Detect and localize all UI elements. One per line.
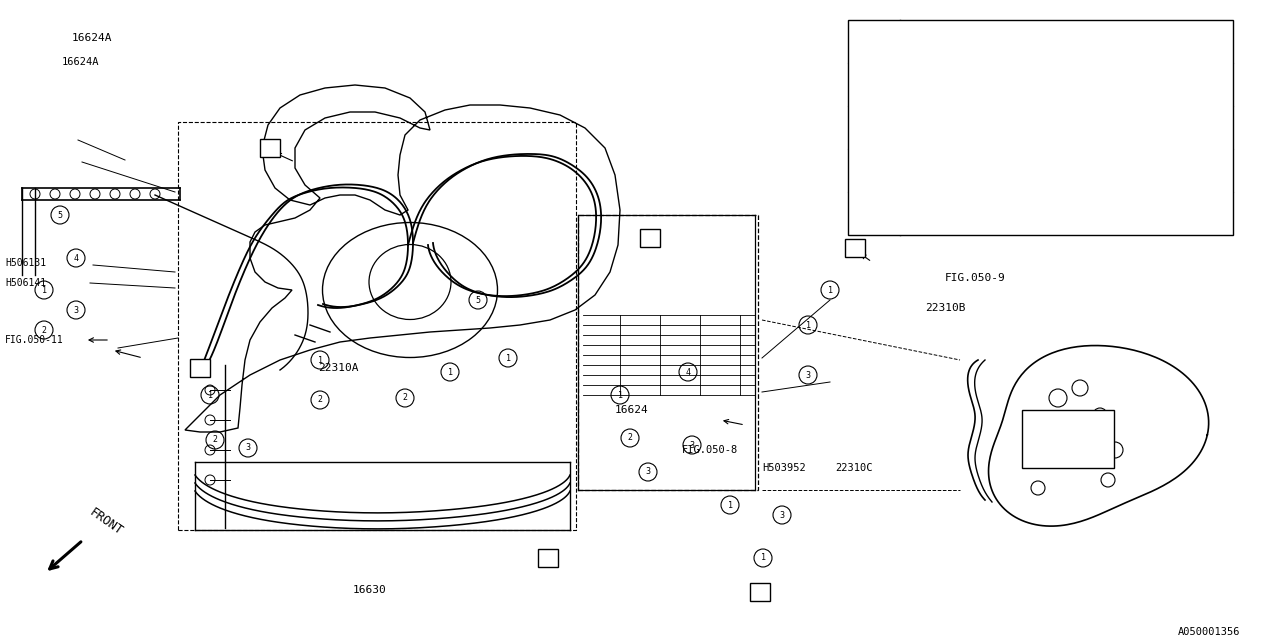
Text: 1: 1 [870,36,877,47]
Text: 16624: 16624 [614,405,649,415]
Bar [579,215,758,490]
Text: 2: 2 [41,326,46,335]
Text: 1: 1 [827,285,832,294]
Text: 5: 5 [58,211,63,220]
Text: H506131: H506131 [5,258,46,268]
Text: F91305: F91305 [913,35,957,48]
Bar [1021,410,1114,468]
Text: 1: 1 [506,353,511,362]
Text: A: A [544,553,552,563]
Text: 2: 2 [627,433,632,442]
Text: 22310A: 22310A [317,363,358,373]
Text: 22310C: 22310C [835,463,873,473]
Text: H506141: H506141 [5,278,46,288]
Bar [849,20,1233,235]
Text: 1: 1 [727,500,732,509]
Text: 1: 1 [317,355,323,365]
Text: 3: 3 [690,440,695,449]
Text: 3: 3 [805,371,810,380]
Text: 1: 1 [617,390,622,399]
FancyBboxPatch shape [750,583,771,601]
Text: FIG.050-9: FIG.050-9 [945,273,1006,283]
Text: 2: 2 [870,79,877,90]
Text: 5: 5 [475,296,480,305]
Text: A: A [851,243,859,253]
Text: 0951BG110(3): 0951BG110(3) [913,121,1002,134]
FancyBboxPatch shape [538,549,558,567]
Text: 2: 2 [212,435,218,445]
Text: 1: 1 [448,367,453,376]
Text: H503952: H503952 [762,463,805,473]
Text: FIG.050-11: FIG.050-11 [5,335,64,345]
Text: FIG.050-8: FIG.050-8 [682,445,739,455]
FancyBboxPatch shape [845,239,865,257]
Text: 2: 2 [402,394,407,403]
Text: C: C [646,233,653,243]
Text: 3: 3 [246,444,251,452]
Text: 1: 1 [805,321,810,330]
Text: 42037C: 42037C [913,164,957,177]
Text: 1: 1 [760,554,765,563]
Text: 4: 4 [73,253,78,262]
Text: 4: 4 [686,367,690,376]
Text: 3: 3 [73,305,78,314]
Text: 2: 2 [317,396,323,404]
Text: H70713: H70713 [913,207,957,220]
Text: 3: 3 [780,511,785,520]
Text: A050001356: A050001356 [1178,627,1240,637]
Text: A50635: A50635 [913,78,957,91]
Text: 1: 1 [41,285,46,294]
Text: 4: 4 [870,166,877,175]
Text: B: B [266,143,274,153]
Text: 5: 5 [870,209,877,218]
Text: B: B [197,363,204,373]
FancyBboxPatch shape [260,139,280,157]
Text: 3: 3 [870,122,877,132]
Text: 16624A: 16624A [61,57,100,67]
Text: 16630: 16630 [353,585,387,595]
FancyBboxPatch shape [640,229,660,247]
Text: 1: 1 [207,390,212,399]
Bar [178,122,576,530]
FancyBboxPatch shape [189,359,210,377]
Text: FRONT: FRONT [87,506,125,538]
Text: 3: 3 [645,467,650,477]
Text: 22310B: 22310B [925,303,965,313]
Text: 16624A: 16624A [72,33,113,43]
Text: C: C [756,587,763,597]
